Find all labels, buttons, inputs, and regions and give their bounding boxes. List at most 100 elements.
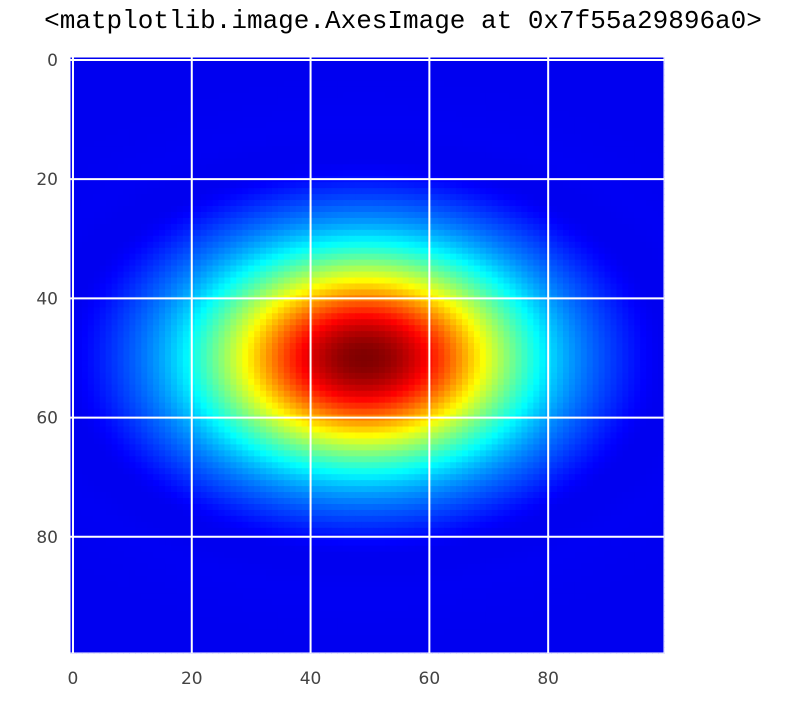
- heatmap-cell: [646, 206, 653, 213]
- heatmap-cell: [361, 164, 368, 171]
- heatmap-cell: [467, 182, 475, 189]
- heatmap-cell: [378, 265, 386, 273]
- heatmap-cell: [289, 331, 297, 338]
- heatmap-cell: [438, 194, 445, 201]
- heatmap-cell: [224, 313, 231, 320]
- heatmap-cell: [497, 307, 505, 314]
- heatmap-cell: [236, 247, 243, 255]
- heatmap-cell: [432, 253, 439, 261]
- heatmap-cell: [111, 313, 119, 320]
- heatmap-cell: [509, 92, 517, 100]
- heatmap-cell: [622, 337, 629, 344]
- heatmap-cell: [313, 211, 321, 219]
- heatmap-cell: [319, 247, 327, 255]
- heatmap-cell: [456, 217, 463, 225]
- heatmap-cell: [295, 134, 303, 142]
- heatmap-cell: [646, 229, 653, 237]
- heatmap-cell: [111, 122, 119, 130]
- heatmap-cell: [254, 349, 261, 356]
- heatmap-cell: [551, 194, 558, 201]
- heatmap-cell: [194, 211, 202, 219]
- heatmap-cell: [123, 259, 130, 267]
- heatmap-cell: [563, 337, 570, 344]
- heatmap-cell: [467, 283, 475, 291]
- heatmap-cell: [141, 343, 148, 350]
- heatmap-cell: [93, 337, 101, 344]
- heatmap-cell: [123, 277, 130, 285]
- heatmap-cell: [212, 116, 220, 124]
- heatmap-cell: [301, 247, 309, 255]
- heatmap-cell: [75, 194, 83, 201]
- heatmap-cell: [551, 206, 558, 213]
- heatmap-cell: [479, 289, 487, 296]
- heatmap-cell: [129, 116, 136, 124]
- heatmap-cell: [75, 241, 83, 249]
- heatmap-cell: [521, 74, 528, 82]
- heatmap-cell: [462, 229, 469, 237]
- heatmap-cell: [390, 247, 398, 255]
- heatmap-cell: [99, 206, 107, 213]
- heatmap-cell: [378, 343, 386, 350]
- heatmap-cell: [295, 146, 303, 153]
- heatmap-cell: [557, 68, 564, 76]
- heatmap-cell: [230, 74, 237, 82]
- heatmap-cell: [141, 337, 148, 344]
- heatmap-cell: [218, 289, 226, 296]
- heatmap-cell: [408, 301, 416, 308]
- heatmap-cell: [372, 86, 380, 94]
- heatmap-cell: [563, 200, 570, 207]
- heatmap-cell: [200, 206, 208, 213]
- heatmap-cell: [420, 92, 427, 100]
- heatmap-cell: [129, 307, 136, 314]
- heatmap-cell: [557, 331, 564, 338]
- heatmap-cell: [337, 74, 344, 82]
- heatmap-cell: [479, 223, 487, 231]
- heatmap-cell: [141, 307, 148, 314]
- heatmap-cell: [450, 223, 457, 231]
- heatmap-cell: [497, 98, 505, 106]
- heatmap-cell: [509, 337, 517, 344]
- heatmap-cell: [527, 158, 534, 165]
- heatmap-cell: [129, 164, 136, 171]
- heatmap-cell: [616, 134, 624, 142]
- heatmap-cell: [319, 337, 327, 344]
- heatmap-cell: [301, 68, 309, 76]
- heatmap-cell: [99, 289, 107, 296]
- heatmap-cell: [372, 146, 380, 153]
- heatmap-cell: [367, 253, 374, 261]
- heatmap-cell: [563, 343, 570, 350]
- heatmap-cell: [331, 271, 338, 279]
- heatmap-cell: [521, 253, 528, 261]
- heatmap-cell: [586, 134, 594, 142]
- heatmap-cell: [444, 194, 451, 201]
- heatmap-cell: [200, 307, 208, 314]
- heatmap-cell: [420, 349, 427, 356]
- heatmap-cell: [616, 74, 624, 82]
- heatmap-cell: [485, 146, 493, 153]
- heatmap-cell: [479, 235, 487, 243]
- heatmap-cell: [75, 86, 83, 94]
- heatmap-cell: [75, 349, 83, 356]
- heatmap-cell: [111, 283, 119, 291]
- heatmap-cell: [176, 337, 184, 344]
- heatmap-cell: [224, 188, 231, 195]
- heatmap-cell: [349, 319, 356, 326]
- heatmap-cell: [444, 182, 451, 189]
- heatmap-cell: [509, 235, 517, 243]
- heatmap-cell: [438, 289, 445, 296]
- heatmap-cell: [414, 116, 422, 124]
- heatmap-cell: [200, 146, 208, 153]
- heatmap-cell: [248, 325, 255, 332]
- heatmap-cell: [295, 301, 303, 308]
- heatmap-cell: [396, 86, 404, 94]
- heatmap-cell: [521, 128, 528, 136]
- heatmap-cell: [87, 331, 95, 338]
- heatmap-cell: [153, 134, 160, 142]
- heatmap-cell: [218, 206, 226, 213]
- heatmap-cell: [230, 319, 237, 326]
- heatmap-cell: [610, 110, 618, 118]
- heatmap-cell: [503, 182, 511, 189]
- heatmap-cell: [652, 265, 659, 273]
- heatmap-cell: [450, 253, 457, 261]
- heatmap-cell: [194, 337, 202, 344]
